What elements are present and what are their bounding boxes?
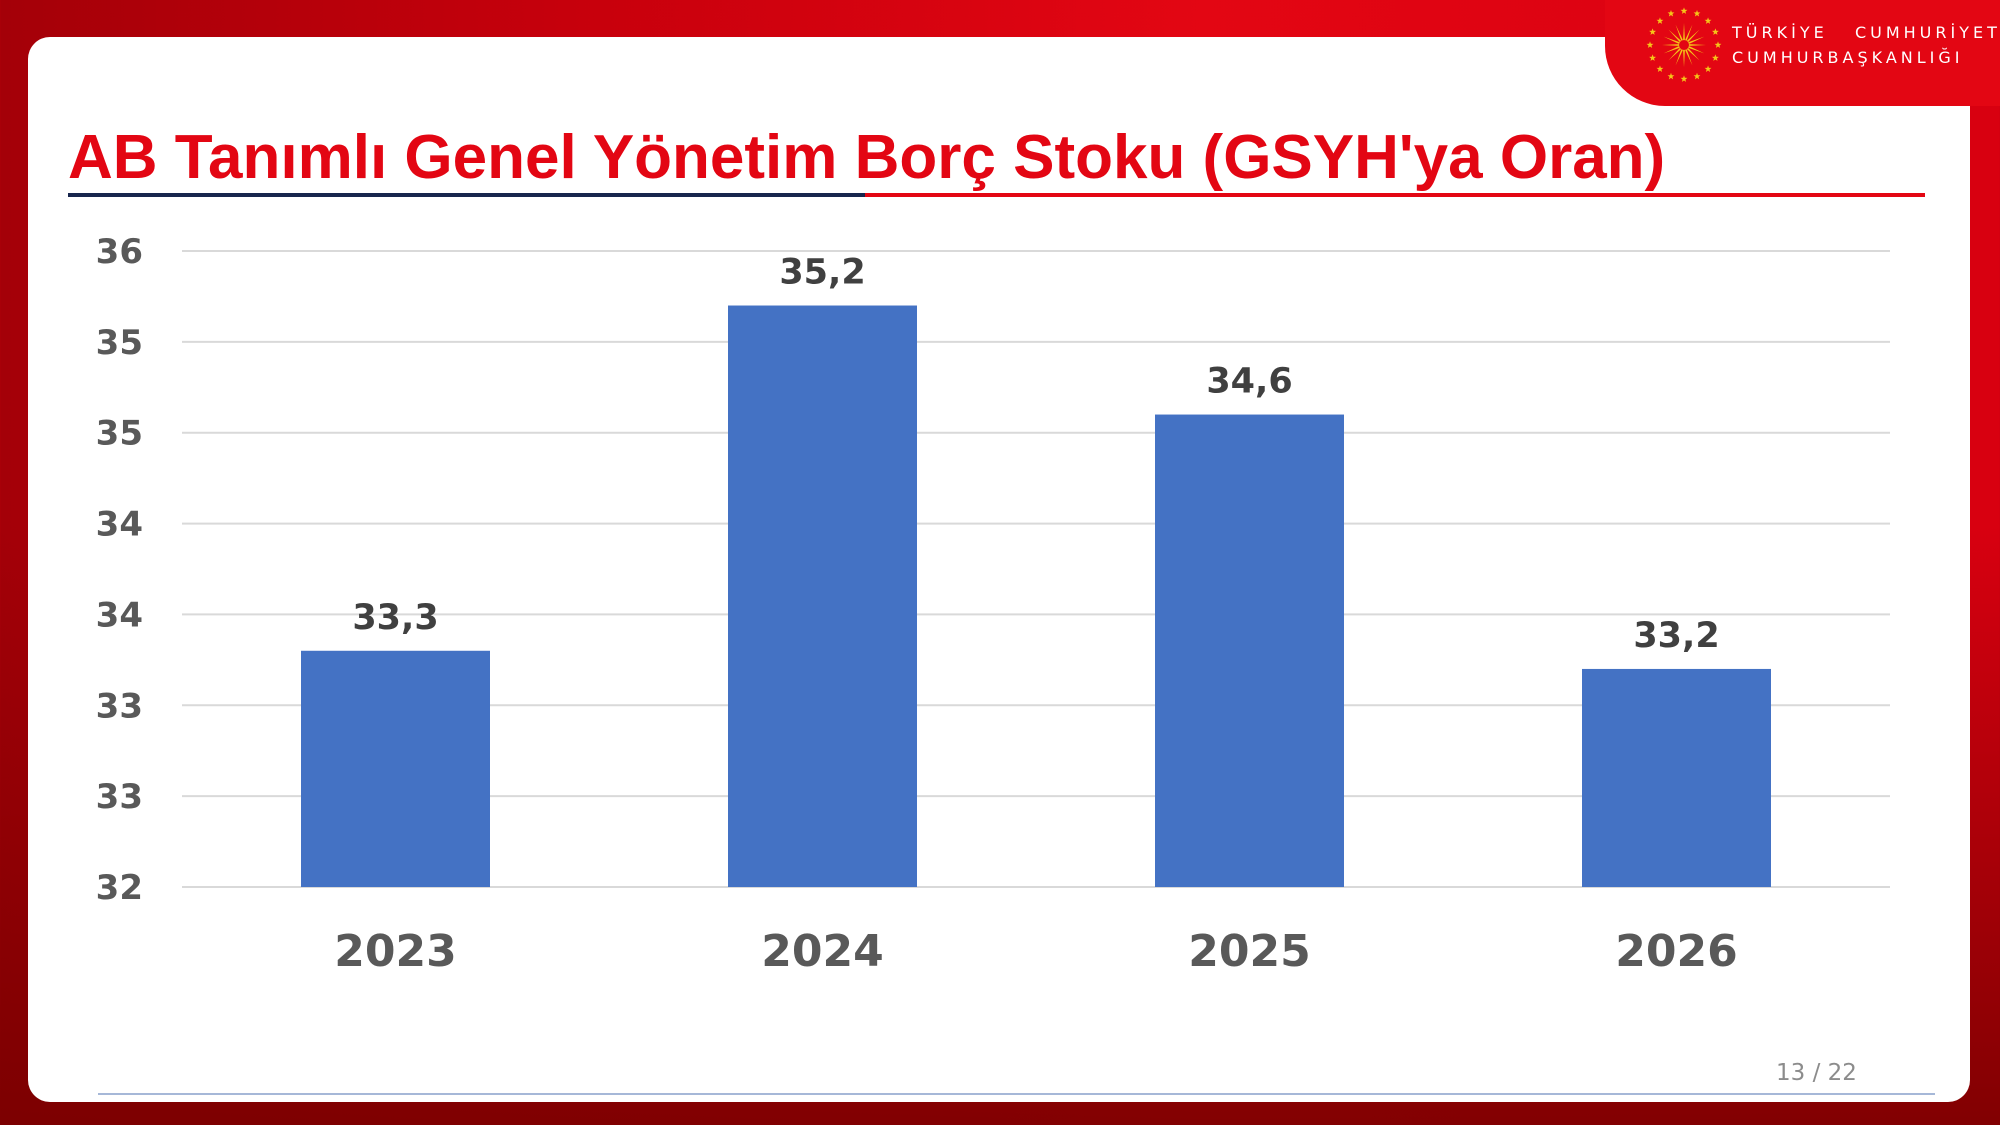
x-tick-label: 2024 xyxy=(761,926,883,977)
footer-divider xyxy=(98,1093,1935,1095)
slide-card xyxy=(28,37,1970,1102)
y-tick-label: 33 xyxy=(96,777,143,817)
brand-line2: CUMHURBAŞKANLIĞI xyxy=(1732,48,1964,67)
bar-2023 xyxy=(301,650,490,887)
page-number: 13 / 22 xyxy=(1776,1060,1857,1086)
y-tick-label: 34 xyxy=(96,505,143,545)
title-underline xyxy=(68,193,865,197)
presidential-seal-icon xyxy=(1646,7,1722,82)
x-tick-label: 2026 xyxy=(1615,926,1737,977)
brand-line1: TÜRKİYE CUMHURİYETİ xyxy=(1732,23,2000,42)
y-tick-label: 36 xyxy=(96,232,143,272)
data-label: 35,2 xyxy=(779,253,865,293)
data-label: 33,2 xyxy=(1633,616,1719,656)
data-label: 34,6 xyxy=(1206,362,1292,402)
bar-2026 xyxy=(1582,668,1771,887)
y-tick-label: 32 xyxy=(96,868,143,908)
bar-2024 xyxy=(728,305,917,887)
brand-text: TÜRKİYE CUMHURİYETİ CUMHURBAŞKANLIĞI xyxy=(1732,20,2000,70)
y-tick-label: 33 xyxy=(96,686,143,726)
bar-2025 xyxy=(1155,414,1344,887)
y-tick-label: 35 xyxy=(96,323,143,363)
data-label: 33,3 xyxy=(352,598,438,638)
header-band xyxy=(1605,0,2000,106)
x-tick-label: 2025 xyxy=(1188,926,1310,977)
x-tick-label: 2023 xyxy=(334,926,456,977)
y-tick-label: 34 xyxy=(96,595,143,635)
title-underline-red xyxy=(865,193,1925,197)
slide-title: AB Tanımlı Genel Yönetim Borç Stoku (GSY… xyxy=(68,123,1666,192)
y-tick-label: 35 xyxy=(96,414,143,454)
